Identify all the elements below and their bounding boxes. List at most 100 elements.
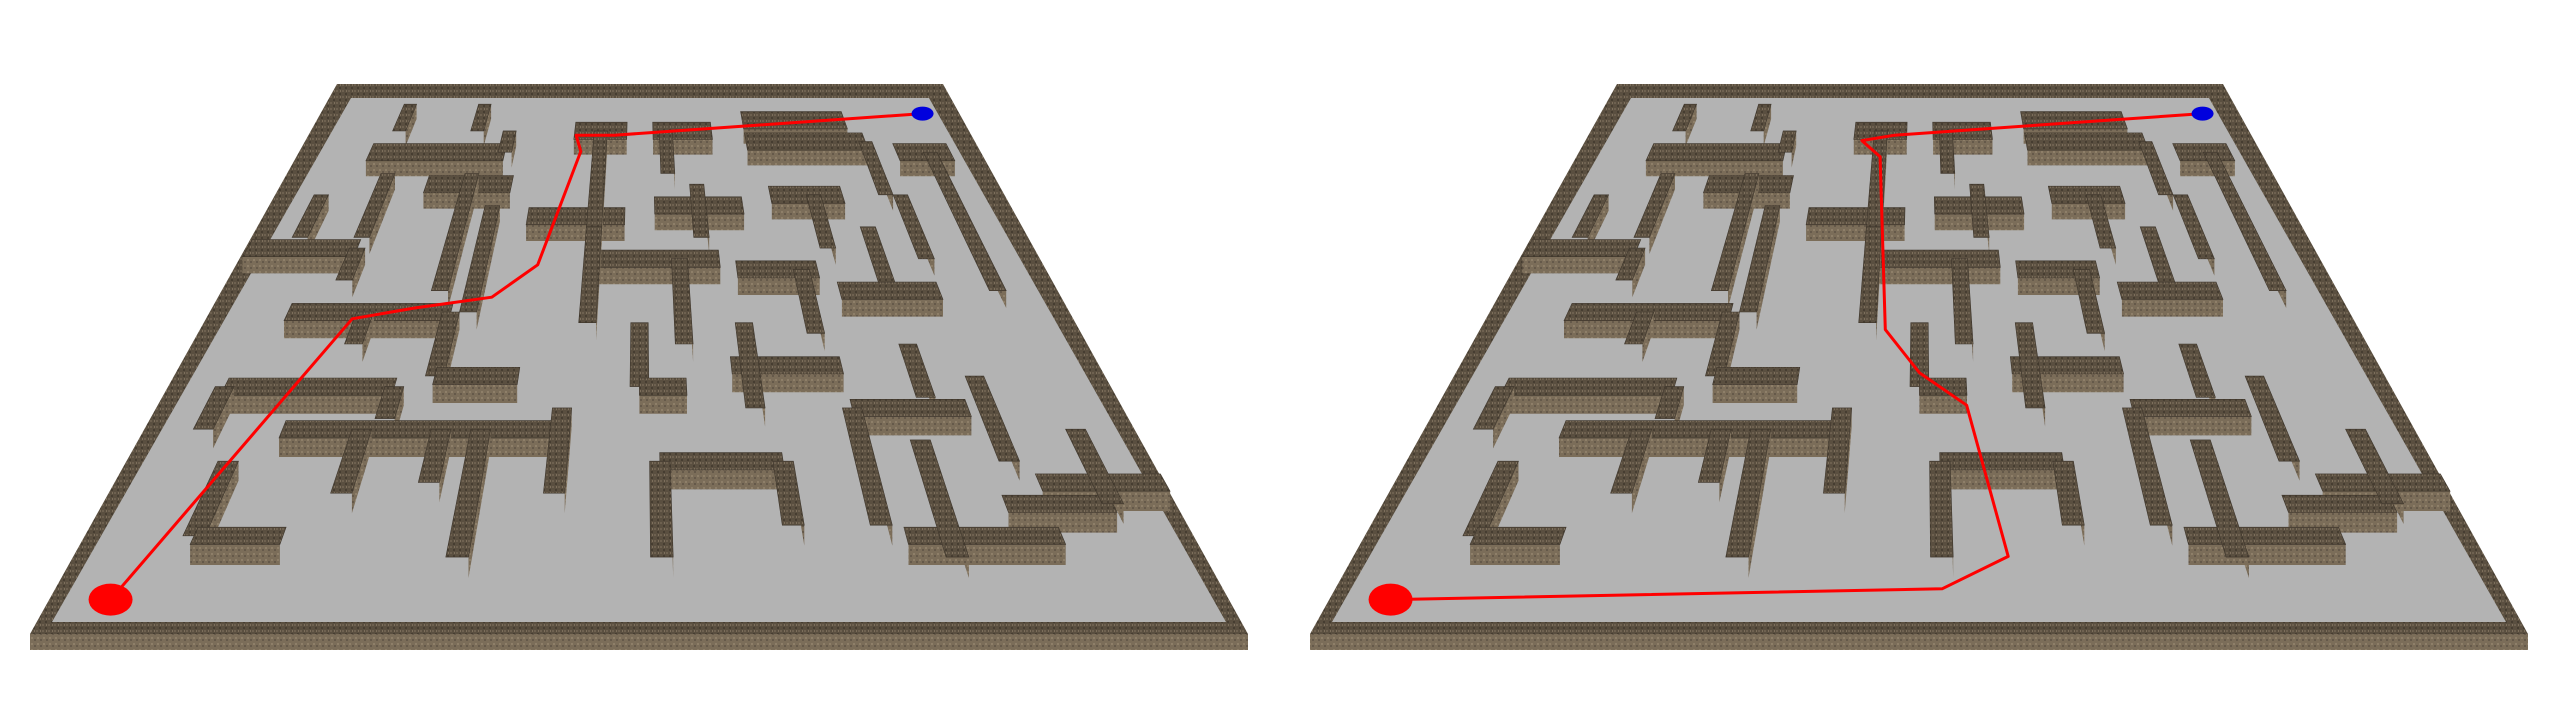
goal-marker bbox=[2191, 106, 2214, 121]
maze-wall-face bbox=[526, 224, 625, 241]
maze-wall-top bbox=[744, 132, 870, 151]
maze-wall-face bbox=[1919, 395, 1967, 414]
maze-wall-top bbox=[964, 375, 1021, 462]
maze-wall-top bbox=[1777, 130, 1797, 153]
maze-wall-face bbox=[1649, 173, 1675, 254]
maze-wall-top bbox=[330, 428, 373, 494]
maze-wall-top bbox=[1939, 452, 2065, 471]
maze-wall-face bbox=[1940, 469, 2065, 490]
maze-wall-top bbox=[2172, 194, 2215, 260]
maze-wall-face bbox=[2027, 150, 2149, 166]
maze-wall-top bbox=[1725, 428, 1771, 558]
maze-wall-top bbox=[2178, 343, 2216, 398]
maze-wall-top bbox=[1712, 366, 1801, 385]
maze-wall-face bbox=[1763, 104, 1772, 146]
maze-wall-top bbox=[1805, 207, 1906, 226]
maze-wall-face bbox=[1806, 224, 1905, 241]
maze-wall-top bbox=[1645, 143, 1788, 162]
maze-wall-face bbox=[591, 267, 721, 285]
maze-wall-top bbox=[1654, 386, 1685, 419]
maze-wall-face bbox=[1470, 544, 1560, 565]
maze-wall-top bbox=[1558, 420, 1842, 439]
maze-wall-face bbox=[1728, 173, 1759, 308]
maze-wall-top bbox=[805, 194, 837, 249]
maze-wall-top bbox=[497, 130, 517, 153]
maze-wall-top bbox=[842, 407, 893, 526]
maze-wall-top bbox=[1571, 194, 1610, 238]
maze-outer-wall-face bbox=[30, 634, 1248, 650]
maze-wall-top bbox=[689, 183, 710, 238]
maze-wall-top bbox=[734, 322, 766, 409]
maze-wall-face bbox=[1719, 429, 1731, 503]
maze-wall-face bbox=[1642, 312, 1654, 362]
maze-wall-top bbox=[898, 343, 936, 398]
maze-wall-top bbox=[2202, 151, 2287, 292]
maze-wall-top bbox=[2014, 322, 2046, 409]
maze-wall-face bbox=[1748, 429, 1771, 578]
maze-wall-face bbox=[1522, 256, 1634, 274]
maze-wall-face bbox=[242, 256, 354, 274]
maze-wall-top bbox=[2085, 194, 2117, 249]
maze-wall-face bbox=[1631, 429, 1652, 514]
maze-wall-top bbox=[543, 407, 573, 494]
maze-wall-top bbox=[1870, 249, 2001, 268]
maze-wall-top bbox=[639, 377, 688, 396]
maze-wall-face bbox=[1493, 386, 1515, 449]
maze-wall-top bbox=[1919, 377, 1968, 396]
start-marker bbox=[88, 583, 133, 616]
maze-wall-top bbox=[2183, 526, 2347, 545]
maze-wall-face bbox=[1685, 104, 1697, 146]
maze-wall-top bbox=[1615, 247, 1646, 281]
maze-wall-top bbox=[459, 205, 501, 313]
maze-wall-face bbox=[771, 203, 846, 220]
maze-wall-top bbox=[2116, 281, 2224, 300]
maze-wall-face bbox=[1645, 160, 1783, 177]
maze-wall-face bbox=[564, 407, 572, 514]
maze-wall-face bbox=[854, 416, 972, 436]
maze-wall-face bbox=[1559, 437, 1840, 457]
maze-wall-face bbox=[190, 544, 280, 565]
maze-wall-face bbox=[660, 469, 785, 490]
maze-wall-top bbox=[1739, 205, 1781, 313]
maze-panel-right bbox=[1310, 84, 2528, 650]
maze-wall-top bbox=[365, 143, 508, 162]
maze-wall-face bbox=[352, 248, 366, 298]
maze-wall-top bbox=[470, 103, 492, 132]
maze-wall-top bbox=[2072, 269, 2106, 334]
maze-wall-top bbox=[892, 194, 935, 260]
maze-wall-top bbox=[1469, 526, 1567, 545]
maze-wall-face bbox=[1871, 267, 2001, 285]
maze-wall-face bbox=[1756, 205, 1780, 330]
maze-wall-top bbox=[1939, 130, 1956, 174]
maze-wall-top bbox=[430, 173, 480, 292]
shortest-path-route bbox=[109, 112, 923, 601]
maze-wall-face bbox=[841, 299, 943, 317]
maze-wall-top bbox=[2244, 375, 2301, 462]
maze-wall-face bbox=[362, 312, 374, 362]
maze-wall-top bbox=[1697, 428, 1732, 483]
maze-wall-top bbox=[374, 386, 405, 419]
maze-wall-top bbox=[1521, 239, 1642, 258]
maze-wall-top bbox=[1710, 173, 1760, 292]
maze-wall-face bbox=[2051, 203, 2126, 220]
maze-wall-top bbox=[2189, 439, 2250, 558]
maze-wall-top bbox=[335, 247, 366, 281]
maze-wall-top bbox=[2052, 460, 2085, 526]
maze-wall-top bbox=[849, 398, 972, 417]
maze-wall-face bbox=[448, 173, 479, 308]
maze-wall-face bbox=[365, 160, 503, 177]
maze-wall-top bbox=[1823, 407, 1853, 494]
maze-wall-top bbox=[417, 428, 452, 483]
maze-wall-face bbox=[747, 150, 869, 166]
maze-wall-top bbox=[432, 366, 521, 385]
maze-wall-face bbox=[1844, 407, 1852, 514]
maze-wall-face bbox=[483, 104, 492, 146]
maze-wall-top bbox=[792, 269, 826, 334]
maze-wall-face bbox=[1500, 395, 1672, 414]
goal-marker bbox=[911, 106, 934, 121]
maze-wall-top bbox=[1951, 258, 1974, 345]
maze-wall-top bbox=[659, 130, 676, 174]
maze-wall-top bbox=[241, 239, 362, 258]
maze-wall-top bbox=[2345, 428, 2405, 505]
maze-wall-top bbox=[192, 386, 235, 430]
